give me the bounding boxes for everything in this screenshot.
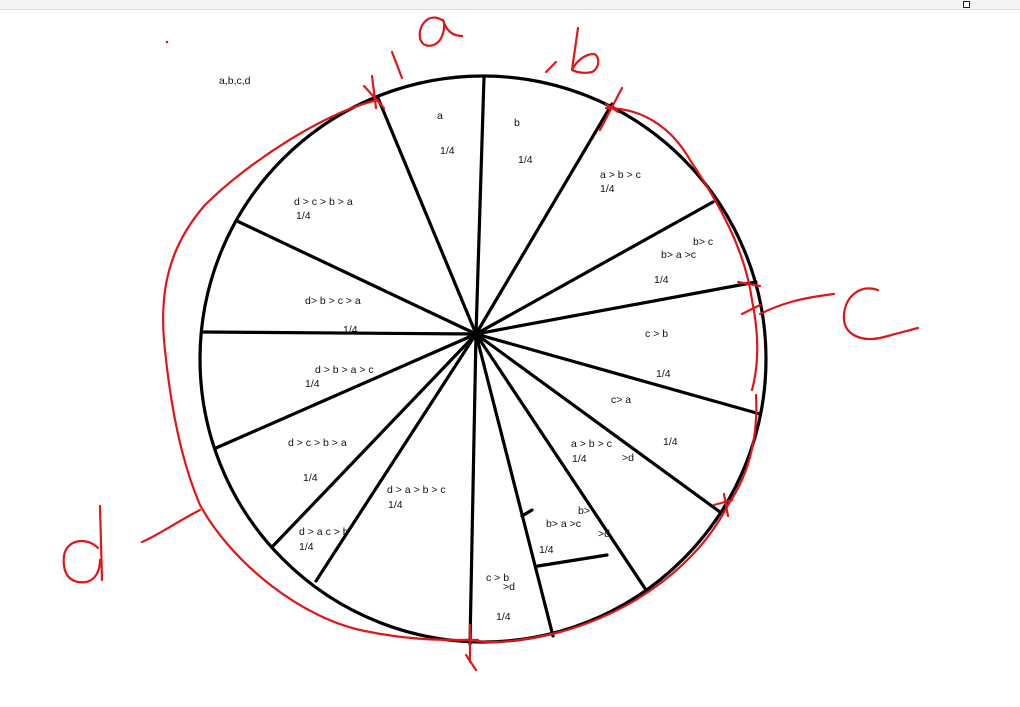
red-letter-b-stroke [544, 60, 558, 74]
red-tick-a [362, 74, 386, 110]
sector-labels: a 1/4 b 1/4 a > b > c 1/4 b> c b> a >c 1… [288, 110, 713, 623]
red-letter-a-stroke [390, 50, 404, 80]
sector-label: a [437, 110, 443, 122]
sector-label: 1/4 [305, 378, 320, 390]
sector-dividers [201, 75, 762, 646]
sector-label: b> c [693, 236, 713, 248]
sector-label: d> b > c > a [305, 295, 361, 307]
window-top-bar [0, 0, 1020, 10]
red-letter-d-stroke [140, 508, 202, 544]
sector-label: a > b > c [600, 169, 641, 181]
sector-label: 1/4 [656, 368, 671, 380]
sector-label: 1/4 [496, 611, 511, 623]
divider-line [474, 75, 486, 336]
sector-label: 1/4 [572, 453, 587, 465]
sector-label: a > b > c [571, 438, 612, 450]
sector-label: 1/4 [343, 324, 358, 336]
sector-label: d > a > b > c [387, 484, 446, 496]
red-letter-a [418, 16, 464, 47]
divider-line [474, 332, 722, 514]
sector-label: c > b [486, 572, 509, 584]
red-dot [165, 40, 169, 44]
red-tick-d [460, 623, 480, 672]
sector-label: >d [622, 452, 634, 464]
short-stroke [536, 553, 609, 568]
sector-label: b> [578, 505, 590, 517]
divider-line [468, 332, 478, 646]
red-letter-c [842, 287, 920, 341]
sector-label: >d [503, 581, 515, 593]
red-letter-b [570, 26, 600, 74]
window-restore-icon[interactable] [963, 1, 970, 8]
divider-line [376, 96, 478, 336]
divider-line [474, 102, 614, 336]
sector-label: d > a c > b [299, 526, 349, 538]
sector-label: 1/4 [440, 145, 455, 157]
sector-label: c> a [611, 394, 631, 406]
sector-label: b [514, 117, 520, 129]
divider-line [214, 332, 478, 450]
sector-label: 1/4 [303, 472, 318, 484]
sector-label: d > c > b > a [288, 437, 347, 449]
divider-line [474, 200, 715, 336]
sector-label: 1/4 [388, 499, 403, 511]
sector-label: c > b [645, 328, 668, 340]
sector-label: 1/4 [296, 210, 311, 222]
red-tick-cd [712, 492, 734, 518]
red-annotations [62, 16, 920, 672]
red-outline-cd [468, 393, 758, 644]
sector-label: b> a >c [546, 518, 581, 530]
sector-label: d > b > a > c [315, 364, 374, 376]
divider-line [271, 332, 478, 548]
divider-line [474, 332, 762, 416]
short-stroke [520, 508, 534, 518]
red-outline-ad [162, 98, 472, 642]
sector-label: >d [598, 528, 610, 540]
divider-line [474, 280, 758, 336]
divider-line [235, 219, 478, 336]
divider-line [474, 332, 648, 592]
red-letter-c-stroke [758, 292, 836, 316]
divider-line [201, 330, 478, 336]
red-tick-c [736, 280, 762, 316]
sector-label: d > c > b > a [294, 196, 353, 208]
red-outline-bc [604, 106, 759, 392]
red-tick-b [598, 86, 624, 132]
red-letter-d [62, 504, 104, 584]
divider-line [314, 332, 478, 583]
sector-label: 1/4 [654, 274, 669, 286]
note-text: a,b,c,d [219, 75, 251, 87]
divider-line [474, 332, 555, 638]
sector-label: b> a >c [661, 249, 696, 261]
sector-label: 1/4 [539, 544, 554, 556]
sector-label: 1/4 [518, 154, 533, 166]
sector-label: 1/4 [600, 183, 615, 195]
sector-label: 1/4 [663, 436, 678, 448]
sector-label: 1/4 [299, 541, 314, 553]
